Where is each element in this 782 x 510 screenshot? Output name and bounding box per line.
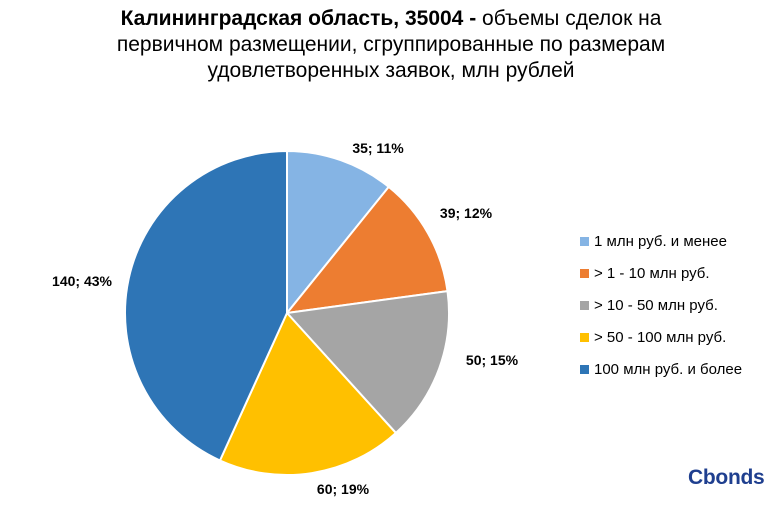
pie-slice-5 <box>124 149 288 462</box>
title-line2: первичном размещении, сгруппированные по… <box>116 33 666 56</box>
pie-slice-4 <box>218 311 398 476</box>
legend-item-1: 1 млн руб. и менее <box>580 225 742 257</box>
legend-swatch-4 <box>580 332 589 342</box>
legend-label-3: > 10 - 50 млн руб. <box>594 296 718 314</box>
title-line1: объемы сделок на <box>476 7 662 30</box>
legend-swatch-5 <box>580 364 589 374</box>
legend-item-3: > 10 - 50 млн руб. <box>580 289 742 321</box>
data-label-3: 50; 15% <box>466 352 519 368</box>
legend-label-1: 1 млн руб. и менее <box>594 232 727 250</box>
pie-slice-1 <box>286 149 391 316</box>
legend: 1 млн руб. и менее > 1 - 10 млн руб. > 10 … <box>580 225 742 385</box>
legend-item-2: > 1 - 10 млн руб. <box>580 257 742 289</box>
pie-slice-3 <box>284 289 450 435</box>
data-label-4: 60; 19% <box>317 481 370 497</box>
legend-swatch-3 <box>580 300 589 310</box>
legend-label-4: > 50 - 100 млн руб. <box>594 328 727 346</box>
legend-item-4: > 50 - 100 млн руб. <box>580 321 742 353</box>
cbonds-logo: Cbonds <box>688 466 765 489</box>
title-line3: удовлетворенных заявок, млн рублей <box>207 59 575 82</box>
data-label-1: 35; 11% <box>352 140 404 156</box>
legend-label-5: 100 млн руб. и более <box>594 360 743 378</box>
legend-swatch-1 <box>580 236 589 246</box>
chart-title: Калининградская область, 35004 - объемы … <box>0 6 782 84</box>
legend-swatch-2 <box>580 268 589 278</box>
pie-slice-2 <box>284 185 449 315</box>
title-bold: Калининградская область, 35004 - <box>120 7 477 30</box>
data-label-5: 140; 43% <box>52 273 112 289</box>
legend-item-5: 100 млн руб. и более <box>580 353 742 385</box>
legend-label-2: > 1 - 10 млн руб. <box>594 264 710 282</box>
data-label-2: 39; 12% <box>440 205 493 221</box>
